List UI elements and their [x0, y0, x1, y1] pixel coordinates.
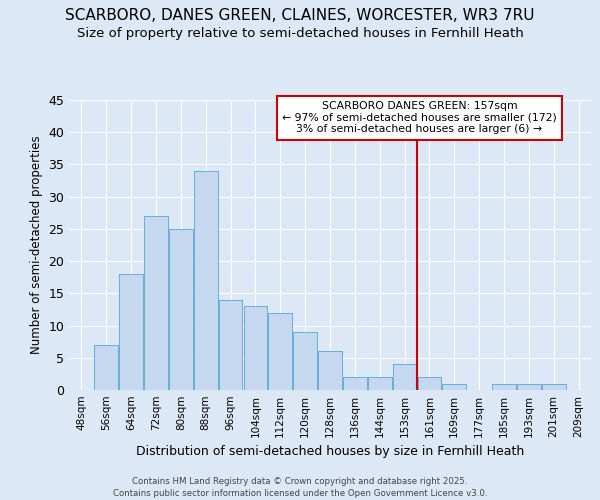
Bar: [293, 332, 317, 390]
Bar: [318, 352, 342, 390]
Bar: [144, 216, 168, 390]
Bar: [219, 300, 242, 390]
Bar: [542, 384, 566, 390]
Bar: [194, 171, 218, 390]
Bar: [119, 274, 143, 390]
Bar: [343, 377, 367, 390]
Bar: [144, 216, 168, 390]
Bar: [393, 364, 416, 390]
Bar: [318, 352, 342, 390]
Text: Contains HM Land Registry data © Crown copyright and database right 2025.: Contains HM Land Registry data © Crown c…: [132, 477, 468, 486]
Bar: [517, 384, 541, 390]
Text: Contains public sector information licensed under the Open Government Licence v3: Contains public sector information licen…: [113, 488, 487, 498]
Text: Size of property relative to semi-detached houses in Fernhill Heath: Size of property relative to semi-detach…: [77, 28, 523, 40]
Bar: [542, 384, 566, 390]
Text: SCARBORO, DANES GREEN, CLAINES, WORCESTER, WR3 7RU: SCARBORO, DANES GREEN, CLAINES, WORCESTE…: [65, 8, 535, 22]
Bar: [219, 300, 242, 390]
Bar: [244, 306, 267, 390]
Bar: [517, 384, 541, 390]
Text: SCARBORO DANES GREEN: 157sqm
← 97% of semi-detached houses are smaller (172)
3% : SCARBORO DANES GREEN: 157sqm ← 97% of se…: [282, 102, 557, 134]
Bar: [293, 332, 317, 390]
Bar: [343, 377, 367, 390]
Y-axis label: Number of semi-detached properties: Number of semi-detached properties: [30, 136, 43, 354]
Bar: [418, 377, 441, 390]
Bar: [442, 384, 466, 390]
Bar: [418, 377, 441, 390]
Bar: [492, 384, 516, 390]
Bar: [268, 312, 292, 390]
Bar: [244, 306, 267, 390]
Bar: [368, 377, 392, 390]
Bar: [368, 377, 392, 390]
Bar: [492, 384, 516, 390]
Bar: [268, 312, 292, 390]
Bar: [393, 364, 416, 390]
Bar: [119, 274, 143, 390]
X-axis label: Distribution of semi-detached houses by size in Fernhill Heath: Distribution of semi-detached houses by …: [136, 446, 524, 458]
Bar: [94, 345, 118, 390]
Bar: [94, 345, 118, 390]
Bar: [194, 171, 218, 390]
Bar: [442, 384, 466, 390]
Bar: [169, 229, 193, 390]
Bar: [169, 229, 193, 390]
